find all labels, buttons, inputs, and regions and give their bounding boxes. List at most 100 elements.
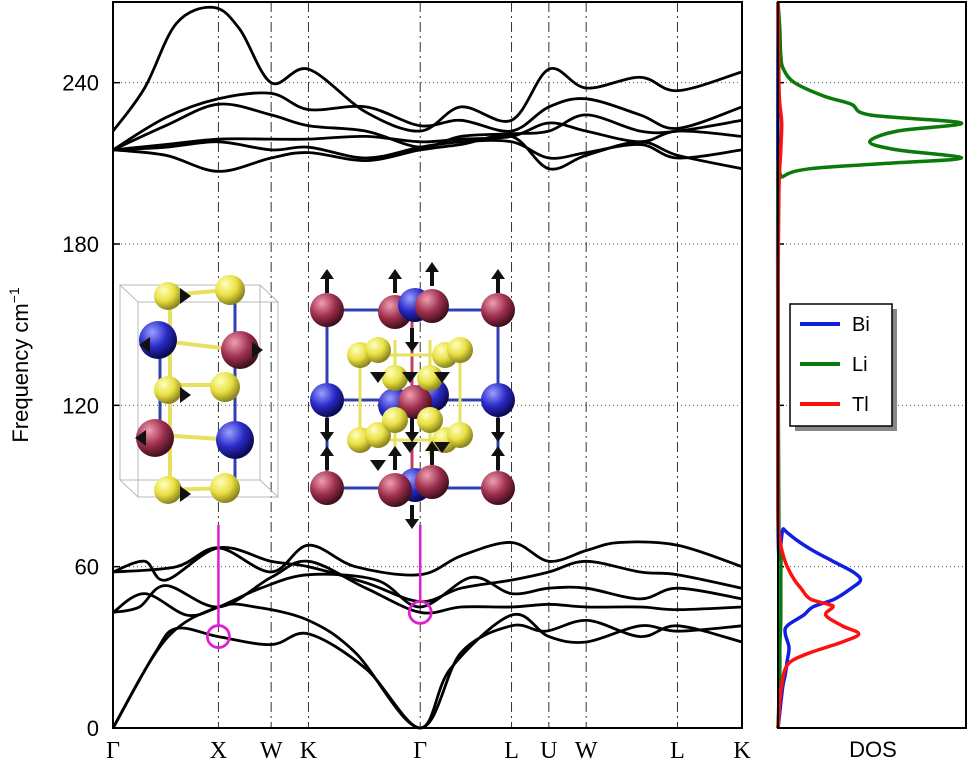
small-cone-4 xyxy=(370,460,386,471)
cone-6 xyxy=(180,486,191,502)
top-atom-3 xyxy=(415,289,449,323)
bot-atom-4 xyxy=(481,471,515,505)
small-cone-5 xyxy=(370,372,386,383)
arrow-down-1 xyxy=(320,418,334,442)
arrow-up-2 xyxy=(425,262,439,286)
k-label-9: K xyxy=(733,738,751,764)
small-cone-0 xyxy=(402,372,418,383)
dispersion-frame xyxy=(112,1,743,729)
legend-label-bi: Bi xyxy=(852,314,870,336)
y-tick-labels: 0 60 120 180 240 xyxy=(62,71,120,741)
arrow-up-3 xyxy=(491,269,505,293)
k-label-4: Γ xyxy=(413,738,427,764)
unit-cell-box xyxy=(118,284,280,498)
atom-blu-2 xyxy=(216,421,254,459)
k-label-7: W xyxy=(575,738,598,764)
small-cone-1 xyxy=(434,372,450,383)
cone-2 xyxy=(139,337,150,353)
k-label-0: Γ xyxy=(106,738,120,764)
dos-curve-tl xyxy=(776,1,861,729)
band-4 xyxy=(112,572,743,617)
phonon-bands xyxy=(111,5,743,730)
atom-blu-1 xyxy=(139,321,177,359)
atom-yel-3 xyxy=(154,376,182,404)
band-6 xyxy=(112,540,743,577)
band-12 xyxy=(111,5,743,133)
inner-yel-9 xyxy=(417,365,443,391)
band-11 xyxy=(112,91,743,152)
arrow-up-6 xyxy=(425,441,439,465)
arrow-up-5 xyxy=(388,446,402,470)
k-label-3: K xyxy=(300,738,318,764)
arrow-up-7 xyxy=(491,446,505,470)
atom-red-1 xyxy=(221,331,259,369)
band-1 xyxy=(111,602,743,730)
arrow-down-4 xyxy=(405,505,419,529)
legend: Bi Li Tl xyxy=(789,303,897,431)
dos-panel: DOS Bi Li Tl xyxy=(775,1,967,762)
legend-label-li: Li xyxy=(852,354,868,376)
small-cone-3 xyxy=(434,442,450,453)
arrow-up-1 xyxy=(388,269,402,293)
inner-yel-8 xyxy=(382,365,408,391)
small-cone-2 xyxy=(402,442,418,453)
inner-yel-5 xyxy=(365,422,391,448)
cone-3 xyxy=(252,342,263,358)
inset1-atoms xyxy=(135,275,263,504)
arrow-down-0 xyxy=(405,328,419,352)
inset2-atoms xyxy=(310,288,515,507)
dos-frame xyxy=(777,1,967,729)
atom-yel-6 xyxy=(210,473,240,503)
inner-yel-1 xyxy=(365,337,391,363)
crystal-inset-gamma-mode xyxy=(310,262,515,529)
y-tick-180: 180 xyxy=(62,232,99,257)
atom-yel-5 xyxy=(154,476,182,504)
marker-circle-1 xyxy=(407,599,433,625)
y-axis-label-main: Frequency cm xyxy=(8,303,33,442)
cone-5 xyxy=(135,430,146,446)
atom-red-2 xyxy=(136,419,174,457)
displacement-arrows xyxy=(320,262,505,529)
inner-yel-3 xyxy=(447,337,473,363)
legend-items: Bi Li Tl xyxy=(800,314,870,416)
y-tick-120: 120 xyxy=(62,393,99,418)
inner-yel-10 xyxy=(382,407,408,433)
k-label-1: X xyxy=(210,738,227,764)
mid-atom-0 xyxy=(310,383,344,417)
dos-curves xyxy=(775,1,964,729)
atom-yel-4 xyxy=(210,372,240,402)
legend-label-tl: Tl xyxy=(852,394,869,416)
crystal-inset-x-mode xyxy=(118,275,280,504)
band-10 xyxy=(112,102,743,152)
atom-yel-1 xyxy=(154,282,182,310)
mode-markers xyxy=(206,525,433,649)
high-symmetry-lines xyxy=(217,2,678,728)
k-label-8: L xyxy=(670,738,685,764)
cone-1 xyxy=(180,288,191,304)
k-label-5: L xyxy=(504,738,519,764)
dos-x-label: DOS xyxy=(849,737,897,762)
dos-curve-li xyxy=(776,1,964,729)
bot-atom-2 xyxy=(378,473,412,507)
inner-yel-7 xyxy=(447,422,473,448)
arrow-down-2 xyxy=(405,418,419,442)
arrow-down-3 xyxy=(491,418,505,442)
cone-4 xyxy=(180,387,191,403)
bot-atom-0 xyxy=(310,471,344,505)
atom-yel-2 xyxy=(215,275,245,305)
arrow-up-4 xyxy=(320,446,334,470)
marker-circle-0 xyxy=(206,624,231,649)
arrow-up-0 xyxy=(320,269,334,293)
y-tick-0: 0 xyxy=(87,716,99,741)
k-label-2: W xyxy=(260,738,283,764)
top-atom-0 xyxy=(310,293,344,327)
y-axis-label-exponent: −1 xyxy=(6,287,22,303)
y-axis-label: Frequency cm−1 xyxy=(6,287,33,443)
bot-atom-3 xyxy=(415,465,449,499)
band-3 xyxy=(112,559,743,615)
k-label-6: U xyxy=(540,738,557,764)
mid-atom-2 xyxy=(481,383,515,417)
